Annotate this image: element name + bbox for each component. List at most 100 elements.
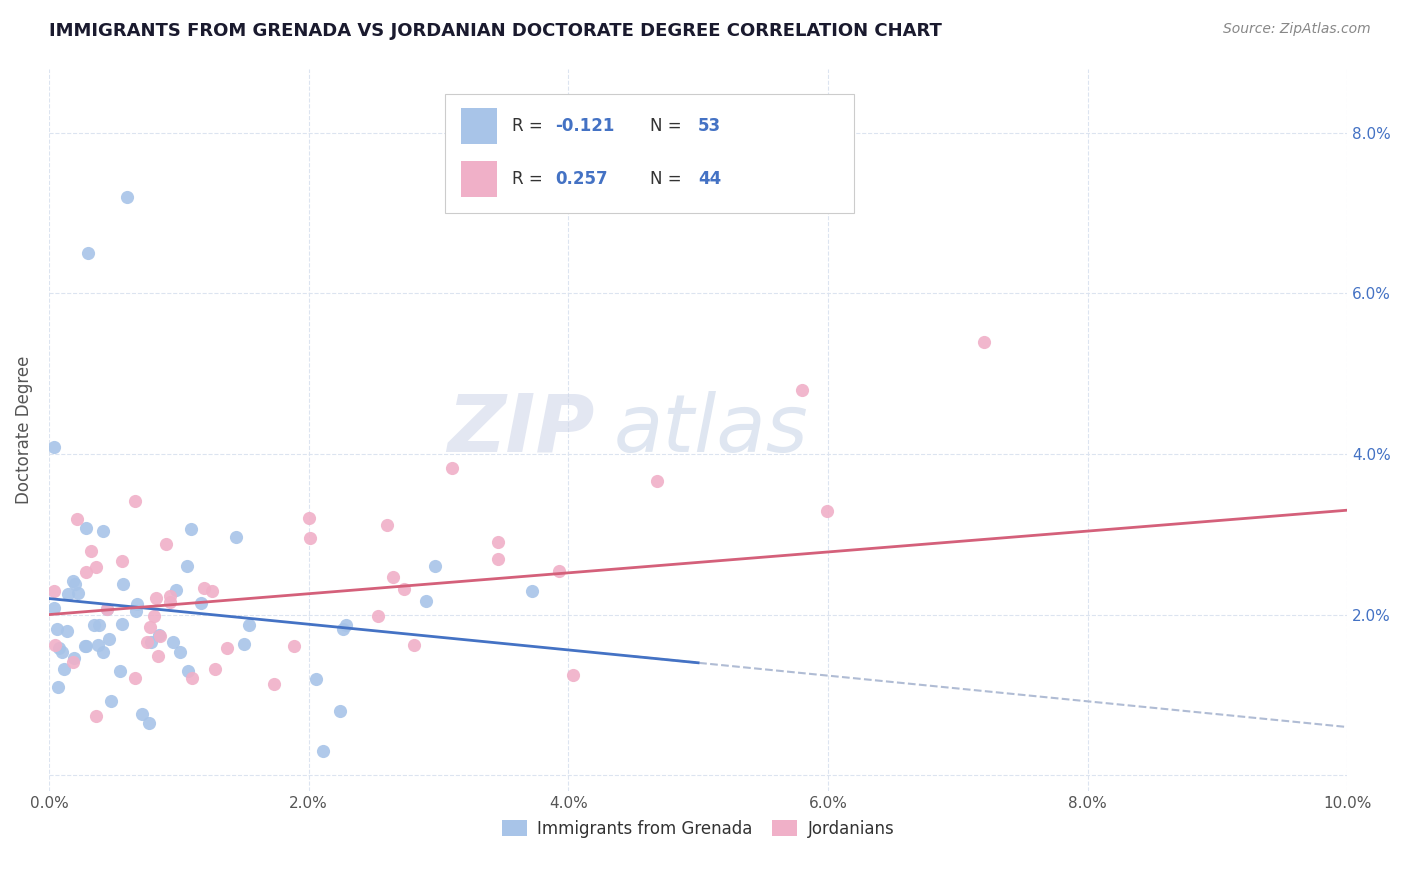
Point: [136, 635, 159, 649]
Point: [165, 583, 187, 598]
Point: [66, 512, 89, 526]
Point: [312, 744, 335, 758]
Point: [204, 662, 226, 676]
Point: [561, 668, 583, 682]
FancyBboxPatch shape: [461, 108, 496, 145]
Point: [155, 536, 177, 550]
Point: [190, 596, 212, 610]
Point: [367, 609, 389, 624]
Point: [169, 645, 191, 659]
Point: [973, 334, 995, 349]
Point: [305, 672, 328, 686]
FancyBboxPatch shape: [461, 161, 496, 197]
Point: [200, 583, 222, 598]
Point: [148, 648, 170, 663]
Point: [127, 597, 149, 611]
Point: [181, 671, 204, 685]
Point: [124, 604, 146, 618]
Point: [111, 554, 134, 568]
Point: [86, 560, 108, 574]
Point: [62, 650, 84, 665]
Point: [486, 535, 509, 549]
Point: [520, 583, 543, 598]
Point: [131, 706, 153, 721]
Point: [87, 638, 110, 652]
Point: [45, 622, 67, 636]
Point: [100, 694, 122, 708]
FancyBboxPatch shape: [444, 94, 853, 213]
Point: [377, 517, 399, 532]
Point: [547, 564, 569, 578]
Point: [62, 655, 84, 669]
Point: [124, 494, 146, 508]
Point: [98, 632, 121, 646]
Point: [96, 602, 118, 616]
Point: [815, 503, 838, 517]
Text: R =: R =: [512, 118, 548, 136]
Point: [62, 574, 84, 589]
Point: [193, 582, 215, 596]
Point: [335, 618, 357, 632]
Point: [298, 511, 321, 525]
Point: [83, 618, 105, 632]
Text: R =: R =: [512, 170, 548, 188]
Point: [91, 645, 114, 659]
Text: Source: ZipAtlas.com: Source: ZipAtlas.com: [1223, 22, 1371, 37]
Point: [84, 709, 107, 723]
Point: [46, 681, 69, 695]
Point: [217, 641, 239, 656]
Text: 0.257: 0.257: [555, 170, 607, 188]
Point: [238, 618, 260, 632]
Point: [440, 461, 463, 475]
Point: [159, 589, 181, 603]
Point: [51, 645, 73, 659]
Point: [112, 577, 135, 591]
Point: [124, 671, 146, 685]
Point: [790, 383, 813, 397]
Point: [96, 602, 118, 616]
Text: ZIP: ZIP: [447, 391, 595, 469]
Point: [53, 662, 76, 676]
Legend: Immigrants from Grenada, Jordanians: Immigrants from Grenada, Jordanians: [495, 813, 901, 845]
Point: [486, 552, 509, 566]
Point: [44, 440, 66, 454]
Point: [145, 591, 167, 606]
Point: [44, 583, 66, 598]
Point: [55, 624, 77, 639]
Text: IMMIGRANTS FROM GRENADA VS JORDANIAN DOCTORATE DEGREE CORRELATION CHART: IMMIGRANTS FROM GRENADA VS JORDANIAN DOC…: [49, 22, 942, 40]
Point: [148, 628, 170, 642]
Point: [44, 638, 66, 652]
Point: [111, 617, 134, 632]
Point: [110, 665, 132, 679]
Point: [138, 715, 160, 730]
Point: [115, 190, 138, 204]
Point: [423, 559, 446, 574]
Point: [149, 629, 172, 643]
Point: [381, 570, 404, 584]
Point: [91, 524, 114, 538]
Point: [225, 530, 247, 544]
Point: [645, 474, 668, 488]
Point: [263, 677, 285, 691]
Point: [392, 582, 415, 596]
Point: [75, 639, 97, 653]
Point: [87, 617, 110, 632]
Point: [177, 664, 200, 678]
Y-axis label: Doctorate Degree: Doctorate Degree: [15, 356, 32, 504]
Point: [332, 623, 354, 637]
Point: [162, 635, 184, 649]
Point: [143, 609, 166, 624]
Point: [139, 620, 162, 634]
Point: [80, 543, 103, 558]
Text: 44: 44: [699, 170, 721, 188]
Point: [75, 565, 97, 579]
Text: N =: N =: [650, 118, 688, 136]
Point: [48, 640, 70, 655]
Point: [283, 639, 305, 653]
Point: [65, 577, 87, 591]
Point: [180, 522, 202, 536]
Point: [232, 637, 254, 651]
Point: [75, 639, 97, 653]
Point: [298, 531, 321, 545]
Point: [415, 594, 437, 608]
